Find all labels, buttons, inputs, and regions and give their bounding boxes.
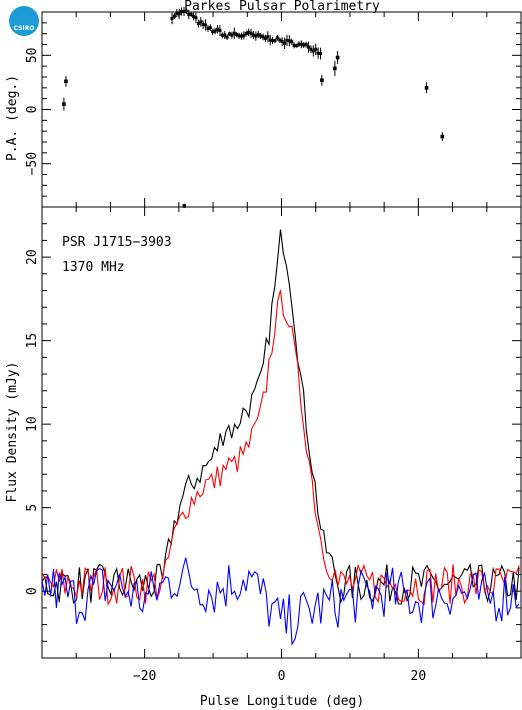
pa-curve-point bbox=[227, 32, 231, 36]
figure-title: Parkes Pulsar Polarimetry bbox=[184, 0, 380, 14]
pa-curve-point bbox=[211, 30, 215, 34]
pa-curve-point bbox=[302, 43, 306, 47]
csiro-logo-circle bbox=[9, 6, 39, 36]
pa-curve-point bbox=[208, 26, 212, 30]
pa-curve-point bbox=[237, 34, 241, 38]
pa-point bbox=[182, 204, 187, 208]
pa-point bbox=[335, 55, 340, 60]
profile-ylabel: Flux Density (mJy) bbox=[5, 362, 20, 503]
csiro-logo-text: CSIRO bbox=[14, 25, 35, 32]
pa-curve-point bbox=[256, 33, 260, 37]
pa-curve-point bbox=[175, 11, 179, 15]
pa-point bbox=[64, 79, 68, 84]
pa-curve-point bbox=[216, 27, 220, 31]
profile-series-total bbox=[41, 229, 520, 605]
pa-curve-point bbox=[172, 14, 176, 18]
panel-frames: −20 0 20 −50 0 50 0 5 10 15 20 bbox=[25, 11, 522, 684]
profile-series-circular bbox=[41, 557, 520, 647]
profile-panel bbox=[41, 229, 520, 647]
pa-curve-point bbox=[259, 34, 263, 38]
pa-curve-point bbox=[206, 27, 210, 31]
annotation-psr-name: PSR J1715−3903 bbox=[62, 235, 172, 250]
pa-ylabel: P.A. (deg.) bbox=[5, 75, 20, 161]
profile-y-tick-label: 20 bbox=[25, 249, 40, 265]
pa-curve-point bbox=[311, 49, 315, 53]
pa-curve-point bbox=[275, 36, 279, 40]
pa-curve-point bbox=[184, 9, 188, 13]
profile-y-tick-label: 5 bbox=[25, 504, 40, 512]
pa-y-tick-label: 0 bbox=[25, 106, 40, 114]
pa-curve-point bbox=[232, 31, 236, 35]
pa-curve-point bbox=[283, 41, 287, 45]
pa-curve-point bbox=[314, 47, 318, 51]
pa-curve-point bbox=[316, 51, 320, 55]
pa-curve-point bbox=[307, 45, 311, 49]
pa-curve-point bbox=[271, 39, 275, 43]
pa-curve-point bbox=[309, 47, 313, 51]
pa-curve-point bbox=[249, 31, 253, 35]
pa-curve-point bbox=[254, 34, 258, 38]
profile-xlabel: Pulse Longitude (deg) bbox=[200, 694, 364, 709]
pa-curve-point bbox=[213, 29, 217, 33]
annotation-frequency: 1370 MHz bbox=[62, 260, 125, 275]
csiro-logo: CSIRO bbox=[9, 6, 39, 36]
profile-x-tick-label: 0 bbox=[278, 669, 286, 684]
pa-panel bbox=[62, 6, 445, 209]
pa-curve-point bbox=[299, 42, 303, 46]
pa-curve-point bbox=[199, 20, 203, 24]
pa-y-tick-label: 50 bbox=[25, 48, 40, 64]
pa-curve-point bbox=[244, 31, 248, 35]
pa-curve-point bbox=[177, 12, 181, 16]
pa-curve-point bbox=[295, 44, 299, 48]
pa-curve-point bbox=[290, 40, 294, 44]
pa-curve-point bbox=[285, 38, 289, 42]
pa-curve-point bbox=[192, 15, 196, 19]
pa-point bbox=[320, 78, 324, 83]
pa-curve-point bbox=[225, 35, 229, 39]
pa-curve-point bbox=[292, 43, 296, 47]
pa-curve-point bbox=[239, 34, 243, 38]
pa-curve-point bbox=[280, 40, 284, 44]
pa-curve-point bbox=[230, 33, 234, 37]
pa-curve-point bbox=[223, 33, 227, 37]
pa-curve-point bbox=[278, 38, 282, 42]
pa-y-tick-label: −50 bbox=[25, 152, 40, 175]
pa-curve-point bbox=[235, 33, 239, 37]
pa-curve-point bbox=[304, 43, 308, 47]
pa-curve-point bbox=[297, 42, 301, 46]
pa-curve-point bbox=[218, 29, 222, 33]
pa-point bbox=[333, 66, 337, 71]
profile-x-tick-label: −20 bbox=[133, 669, 156, 684]
pa-curve-point bbox=[263, 36, 267, 40]
profile-y-tick-label: 0 bbox=[25, 587, 40, 595]
pa-curve-point bbox=[180, 10, 184, 14]
pa-curve-point bbox=[182, 9, 186, 13]
pa-point bbox=[62, 102, 66, 106]
pa-curve-point bbox=[266, 35, 270, 39]
pa-curve-point bbox=[287, 39, 291, 43]
pa-curve-point bbox=[204, 23, 208, 27]
profile-y-tick-label: 10 bbox=[25, 416, 40, 432]
pa-curve-point bbox=[189, 13, 193, 17]
pa-curve-point bbox=[187, 12, 191, 16]
pa-curve-point bbox=[247, 30, 251, 34]
pa-curve-point bbox=[170, 16, 174, 20]
pa-curve-point bbox=[261, 35, 265, 39]
pa-curve-point bbox=[201, 23, 205, 27]
pa-curve-point bbox=[268, 38, 272, 42]
profile-x-tick-label: 20 bbox=[411, 669, 427, 684]
pa-curve-point bbox=[196, 21, 200, 25]
profile-y-tick-label: 15 bbox=[25, 333, 40, 349]
pa-curve-point bbox=[319, 52, 323, 56]
pa-curve-point bbox=[251, 33, 255, 37]
pa-point bbox=[440, 134, 445, 139]
pa-curve-point bbox=[194, 16, 198, 20]
profile-series-linear bbox=[41, 290, 520, 607]
pa-curve-point bbox=[242, 33, 246, 37]
pa-curve-point bbox=[273, 39, 277, 43]
pa-curve-point bbox=[220, 33, 224, 37]
pa-point bbox=[424, 86, 429, 90]
